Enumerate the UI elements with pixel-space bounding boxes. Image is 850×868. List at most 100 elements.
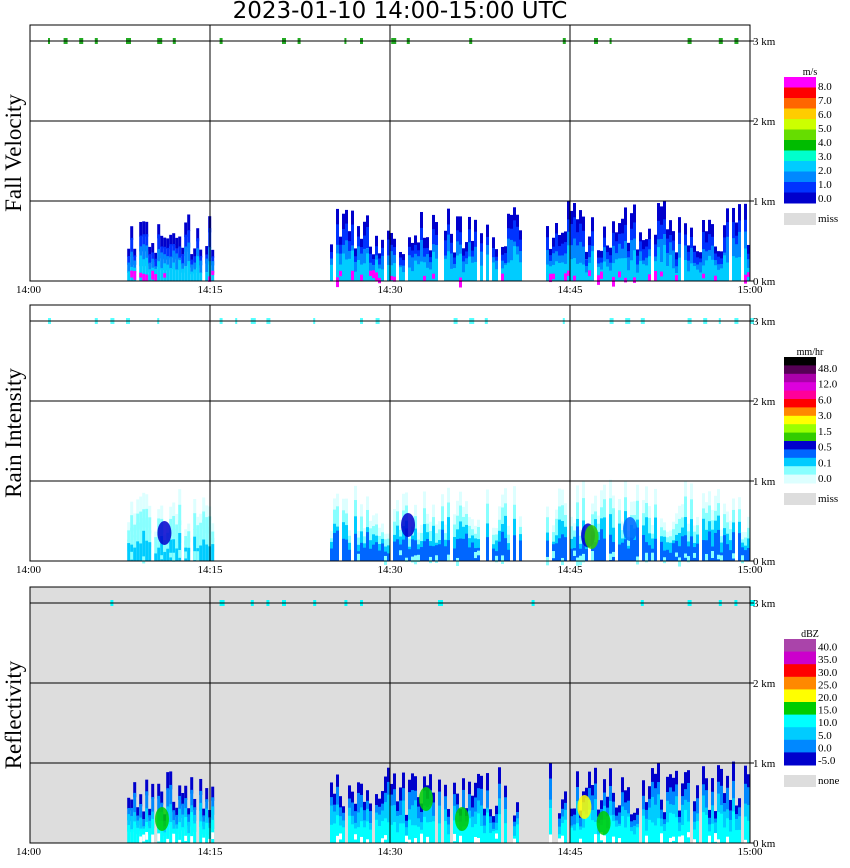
- echo-cell: [696, 785, 699, 800]
- echo-cell: [687, 546, 690, 561]
- echo-cell: [462, 526, 465, 548]
- echo-cell: [199, 821, 203, 843]
- echo-cell: [432, 214, 435, 232]
- echo-cell: [178, 236, 182, 248]
- legend-label: 0.0: [818, 473, 832, 485]
- echo-cell: [627, 787, 630, 802]
- echo-cell: [708, 531, 711, 561]
- echo-cell: [453, 252, 456, 260]
- echo-cell: [576, 502, 579, 524]
- echo-cell: [702, 795, 705, 824]
- echo-cell: [480, 788, 483, 810]
- echo-cell-low: [151, 270, 155, 280]
- echo-cell: [360, 531, 363, 547]
- echo-core: [584, 525, 599, 549]
- grid: [30, 305, 750, 561]
- echo-cell: [723, 811, 726, 831]
- echo-cell: [175, 237, 179, 249]
- echo-cell: [471, 262, 474, 281]
- echo-cell-low: [477, 837, 480, 843]
- echo-cell: [573, 238, 576, 262]
- echo-cell: [142, 234, 146, 252]
- legend-label: 25.0: [818, 679, 838, 691]
- echo-cell: [711, 259, 714, 281]
- echo-cell: [160, 505, 164, 520]
- echo-cell: [501, 254, 504, 264]
- echo-cell: [612, 232, 615, 252]
- echo-cell: [336, 493, 339, 511]
- echo-cell: [519, 540, 522, 561]
- echo-cell: [423, 776, 426, 794]
- echo-cell: [187, 814, 191, 826]
- echo-cell: [708, 817, 711, 827]
- echo-cell: [384, 546, 387, 555]
- echo-cell: [492, 822, 495, 830]
- echo-cell: [633, 204, 636, 224]
- echo-cell: [675, 259, 678, 267]
- echo-cell: [193, 499, 197, 515]
- echo-cell: [507, 525, 510, 535]
- echo-cell: [127, 262, 131, 273]
- echo-cell-low: [579, 838, 582, 846]
- echo-cell: [169, 530, 173, 548]
- echo-cell: [516, 824, 519, 843]
- echo-cell: [205, 544, 209, 561]
- echo-cell: [519, 230, 522, 243]
- echo-cell: [357, 792, 360, 813]
- echo-cell: [570, 210, 573, 229]
- echo-cell: [498, 506, 501, 520]
- echo-cell: [486, 503, 489, 526]
- echo-cell-low: [651, 552, 654, 562]
- echo-cell: [172, 539, 176, 561]
- echo-cell: [387, 538, 390, 548]
- echo-cell: [474, 525, 477, 535]
- echo-cell-low: [708, 835, 711, 843]
- echo-cell: [133, 535, 137, 550]
- echo-cell: [447, 816, 450, 826]
- echo-cell: [438, 521, 441, 532]
- echo-cell: [555, 535, 558, 549]
- echo-cell: [405, 827, 408, 836]
- echo-cell: [166, 788, 170, 808]
- echo-cell-low: [663, 557, 666, 564]
- echo-cell: [351, 250, 354, 281]
- echo-cell: [375, 819, 378, 843]
- echo-cell: [169, 256, 173, 270]
- echo-cell-low: [645, 835, 648, 844]
- echo-cell: [645, 542, 648, 561]
- echo-cell: [660, 527, 663, 540]
- echo-cell: [636, 272, 639, 281]
- echo-cell: [184, 817, 188, 843]
- echo-cell: [549, 255, 552, 265]
- echo-cell-low: [501, 273, 504, 282]
- echo-cell: [148, 530, 152, 548]
- echo-cell: [669, 254, 672, 281]
- echo-cell: [747, 253, 750, 263]
- echo-cell-low: [612, 551, 615, 557]
- echo-cell: [657, 220, 660, 243]
- echo-cell: [579, 543, 582, 554]
- echo-cell: [205, 788, 209, 802]
- echo-cell: [651, 525, 654, 535]
- echo-cell: [378, 806, 381, 821]
- echo-core: [596, 811, 611, 835]
- echo-cell: [432, 229, 435, 248]
- echo-cell: [660, 541, 663, 561]
- echo-cell: [612, 527, 615, 545]
- echo-cell: [190, 271, 194, 281]
- echo-cell: [747, 774, 750, 792]
- echo-cell: [492, 548, 495, 561]
- echo-cell: [663, 219, 666, 241]
- echo-cell: [444, 784, 447, 800]
- echo-cell: [471, 519, 474, 530]
- echo-cell: [474, 782, 477, 798]
- echo-cell: [561, 505, 564, 526]
- echo-cell: [396, 525, 399, 546]
- echo-cell: [211, 270, 215, 281]
- echo-core: [419, 787, 433, 811]
- echo-cell-low: [633, 277, 636, 283]
- echo-cell: [498, 541, 501, 561]
- echo-cell: [513, 504, 516, 524]
